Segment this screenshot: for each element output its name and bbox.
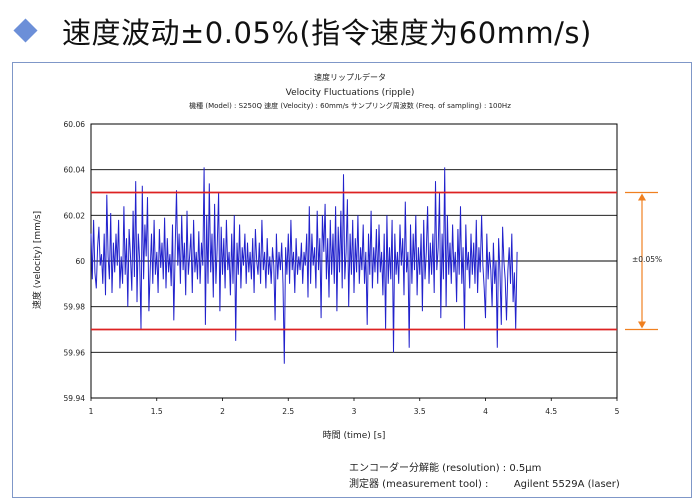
chart-title: 速度リップルデータ: [314, 72, 386, 82]
band-arrow-head-up: [638, 193, 646, 201]
band-label: ±0.05%: [632, 255, 662, 264]
footer-resolution: エンコーダー分解能 (resolution) : 0.5μm: [349, 461, 541, 474]
y-tick-label: 59.98: [64, 303, 86, 312]
x-tick-label: 3.5: [414, 407, 426, 416]
footer-measurement-tool: 測定器 (measurement tool) : Agilent 5529A (…: [349, 477, 620, 490]
plot-area: 60.06 60.04 60.02 60 59.98 59.96 59.941 1.5 2 2.5…: [64, 120, 658, 416]
slide-title: 速度波动±0.05%(指令速度为60mm/s): [62, 16, 592, 50]
y-tick-label: 59.96: [64, 348, 86, 357]
x-tick-label: 1.5: [151, 407, 163, 416]
y-tick-label: 60: [75, 257, 85, 266]
y-tick-label: 60.04: [64, 166, 86, 175]
y-axis-label: 速度 (velocity) [mm/s]: [31, 211, 43, 309]
band-arrow-head-down: [638, 321, 646, 329]
slide-header: 速度波动±0.05%(指令速度为60mm/s): [0, 0, 700, 60]
x-tick-label: 1: [89, 407, 94, 416]
x-axis-label: 時間 (time) [s]: [323, 430, 386, 441]
y-tick-label: 59.94: [64, 394, 86, 403]
x-tick-label: 4: [483, 407, 488, 416]
velocity-series-line: [90, 167, 518, 364]
x-tick-label: 4.5: [545, 407, 557, 416]
y-tick-label: 60.06: [64, 120, 86, 129]
x-tick-label: 2: [220, 407, 225, 416]
y-tick-label: 60.02: [64, 211, 86, 220]
x-tick-label: 5: [615, 407, 620, 416]
chart-info-line: 機種 (Model) : S250Q 速度 (Velocity) : 60mm/…: [189, 101, 511, 110]
chart-subtitle: Velocity Fluctuations (ripple): [286, 88, 415, 98]
x-tick-label: 2.5: [282, 407, 294, 416]
x-tick-label: 3: [352, 407, 357, 416]
